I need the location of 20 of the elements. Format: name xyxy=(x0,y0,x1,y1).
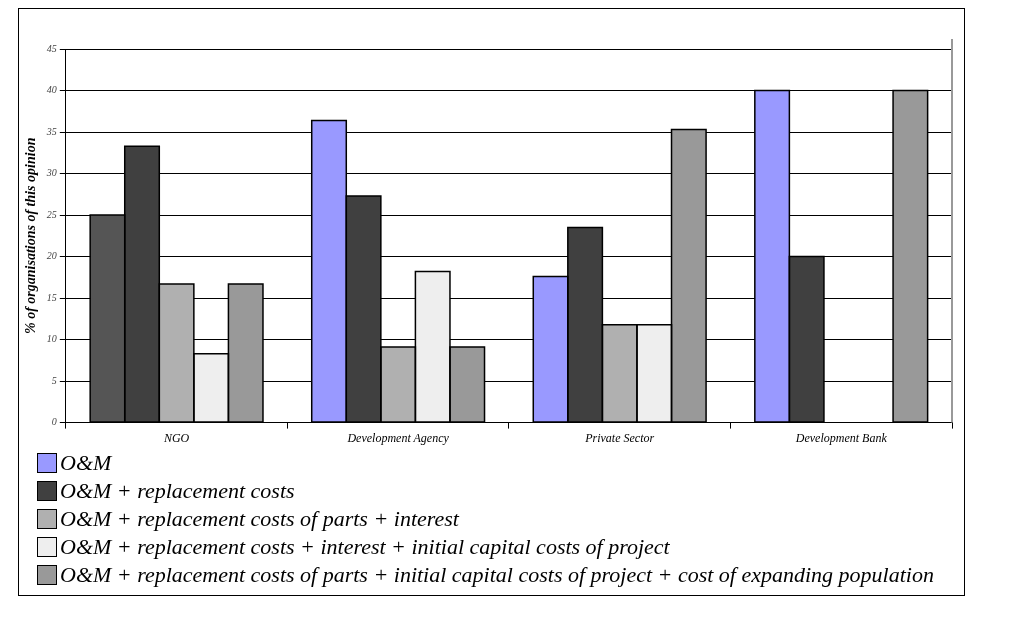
y-tick-label: 25 xyxy=(46,208,57,220)
legend-label: O&M + replacement costs xyxy=(60,477,295,505)
y-tick-label: 35 xyxy=(45,125,57,137)
y-tick-label: 0 xyxy=(51,416,57,428)
legend-label: O&M + replacement costs + interest + initial capital costs of project xyxy=(60,533,670,561)
x-tick-label: Private Sector xyxy=(584,430,655,445)
y-tick-label: 40 xyxy=(46,84,57,96)
y-tick-label: 15 xyxy=(46,291,57,303)
y-tick-label: 30 xyxy=(45,167,57,179)
legend-label: O&M xyxy=(60,449,112,477)
y-tick-label: 20 xyxy=(46,250,57,262)
x-tick-label: NGO xyxy=(162,430,190,445)
legend-label: O&M + replacement costs of parts + interest xyxy=(60,505,459,533)
y-tick-label: 45 xyxy=(46,42,57,54)
y-tick-label: 5 xyxy=(51,374,57,386)
legend-label: O&M + replacement costs of parts + initial capital costs of project + cost of expanding population xyxy=(60,561,934,589)
y-tick-label: 10 xyxy=(46,333,57,345)
x-tick-label: Development Bank xyxy=(794,430,888,445)
y-axis-title: % of organisations of this opinion xyxy=(23,137,39,335)
x-tick-label: Development Agency xyxy=(346,430,450,445)
